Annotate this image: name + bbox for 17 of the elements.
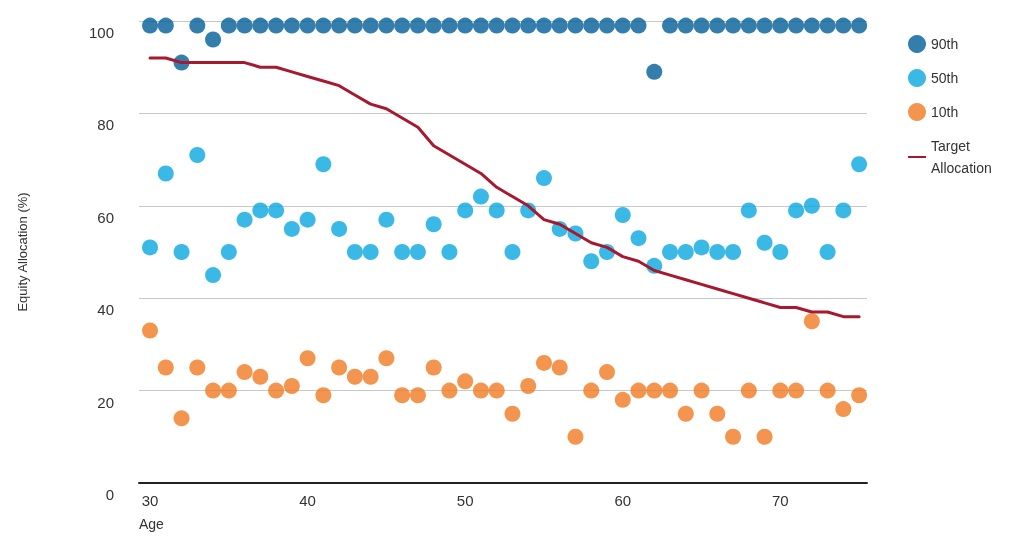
x-tick-label: 70 — [771, 492, 789, 509]
y-tick-label: 20 — [97, 393, 114, 411]
y-tick-label: 0 — [105, 486, 114, 503]
x-tick-label: 50 — [456, 492, 474, 509]
y-tick-label: 100 — [88, 24, 114, 41]
legend-label: 90th — [931, 36, 959, 52]
legend-label: 50th — [931, 70, 959, 86]
y-axis-title: Equity Allocation (%) — [15, 192, 30, 312]
x-tick-label: 40 — [299, 492, 316, 509]
legend-label: 10th — [931, 104, 959, 120]
y-tick-label: 60 — [97, 208, 114, 226]
y-tick-label: 40 — [97, 301, 114, 319]
legend-label: Target Allocation — [931, 138, 992, 176]
x-tick-label: 60 — [614, 492, 632, 509]
y-tick-label: 80 — [97, 116, 114, 134]
x-axis-title: Age — [139, 516, 165, 532]
x-tick-label: 30 — [141, 492, 159, 509]
